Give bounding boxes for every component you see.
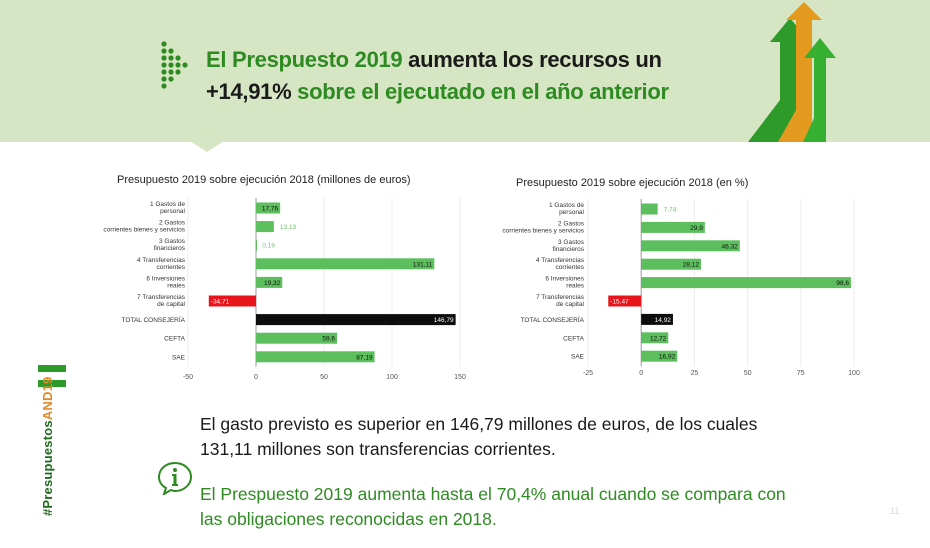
- chart1-value-label: 13,13: [280, 224, 297, 231]
- chart2-value-label: 46,32: [721, 243, 738, 250]
- chart2-category-label: SAE: [571, 354, 585, 361]
- chart2-value-label: 29,9: [690, 225, 703, 232]
- headline: El Prespuesto 2019 aumenta los recursos …: [206, 44, 766, 108]
- chart1-category-label: TOTAL CONSEJERÍA: [122, 315, 186, 324]
- andalusia-flag-icon: [38, 365, 66, 387]
- page-number: 11: [890, 506, 900, 516]
- chart1-value-label: 87,19: [356, 354, 373, 361]
- chart2-category-label: 4 Transferencias corrientes: [536, 257, 585, 271]
- chart2-category-label: 6 Inversiones reales: [545, 276, 584, 290]
- chart2-xtick-label: 50: [744, 370, 752, 377]
- chart1-bar: [256, 314, 456, 326]
- chart2-value-label: -15,47: [610, 299, 629, 306]
- chart1-bar: [208, 295, 256, 307]
- hashtag-main: #Presupuestos: [40, 420, 55, 516]
- chart1-bar: [256, 202, 281, 214]
- chart2-value-label: 12,72: [650, 335, 667, 342]
- chart1-bar: [256, 239, 257, 251]
- growth-arrows-icon: [748, 2, 836, 142]
- headline-part3: +14,91%: [206, 79, 292, 104]
- chart1-value-label: 19,32: [264, 280, 281, 287]
- chart1-value-label: 59,6: [322, 336, 335, 343]
- chart1-category-label: CEFTA: [164, 336, 185, 343]
- highlight-paragraph: El Prespuesto 2019 aumenta hasta el 70,4…: [200, 484, 786, 529]
- chart2-bar: [641, 277, 852, 289]
- chart1-category-label: 2 Gastos corrientes bienes y servicios: [103, 220, 185, 234]
- chart1-value-label: -34,71: [211, 299, 230, 306]
- chart1-category-label: 3 Gastos financieros: [154, 238, 186, 252]
- chart2-value-label: 7,74: [664, 207, 677, 214]
- chart1-bar: [256, 258, 435, 270]
- chart2-value-label: 14,92: [655, 317, 672, 324]
- chart2-category-label: TOTAL CONSEJERÍA: [521, 315, 585, 324]
- chart2-xtick-label: 75: [797, 370, 805, 377]
- chart1-xtick-label: 0: [254, 374, 258, 381]
- headline-part4: sobre el ejecutado en el año anterior: [291, 79, 669, 104]
- chart2-category-label: 7 Transferencias de capital: [536, 294, 585, 308]
- chart1-xtick-label: 100: [386, 374, 398, 381]
- hashtag-suffix: AND19: [40, 376, 55, 421]
- chart2-category-label: 1 Gastos de personal: [549, 202, 585, 216]
- chart1-category-label: 6 Inversiones reales: [146, 275, 185, 289]
- chart1-value-label: 0,19: [262, 243, 275, 250]
- chart2-category-label: 2 Gastos corrientes bienes y servicios: [502, 220, 584, 234]
- chart2-bar: [641, 240, 740, 252]
- chart1-bar: [256, 351, 375, 363]
- chart2-bar: [608, 295, 642, 307]
- chart1-value-label: 146,79: [434, 317, 454, 324]
- chart1-xtick-label: 150: [454, 374, 466, 381]
- chart2-bar: [641, 221, 705, 233]
- summary-paragraph: El gasto previsto es superior en 146,79 …: [200, 414, 758, 459]
- headline-part2: aumenta los recursos un: [402, 47, 662, 72]
- chart2-bar: [641, 313, 673, 325]
- banner-notch: [190, 141, 224, 152]
- headline-part1: El Prespuesto 2019: [206, 47, 403, 72]
- chart1-xtick-label: -50: [183, 374, 193, 381]
- chart2-xtick-label: 100: [848, 370, 860, 377]
- chart2-bar: [641, 332, 669, 344]
- hashtag: #PresupuestosAND19: [40, 377, 55, 516]
- chart2-xtick-label: 25: [691, 370, 699, 377]
- chart1-category-label: 7 Transferencias de capital: [137, 294, 186, 308]
- chart2-bar: [641, 258, 702, 270]
- dotted-arrow-icon: [161, 41, 188, 89]
- chart2-title: Presupuesto 2019 sobre ejecución 2018 (e…: [516, 177, 749, 189]
- chart1-value-label: 17,76: [262, 206, 279, 213]
- chart2-xtick-label: 0: [639, 370, 643, 377]
- chart1-title: Presupuesto 2019 sobre ejecución 2018 (m…: [117, 174, 411, 186]
- chart2-category-label: CEFTA: [563, 335, 584, 342]
- chart2-xtick-label: -25: [583, 370, 593, 377]
- chart1-xtick-label: 50: [320, 374, 328, 381]
- chart2-value-label: 16,92: [659, 354, 676, 361]
- info-icon: [157, 461, 193, 495]
- chart1-category-label: 1 Gastos de personal: [150, 201, 186, 215]
- chart2-bar: [641, 203, 658, 215]
- chart1-category-label: SAE: [172, 354, 186, 361]
- chart2-value-label: 98,6: [836, 280, 849, 287]
- chart1-category-label: 4 Transferencias corrientes: [137, 257, 186, 271]
- chart1-value-label: 131,11: [413, 261, 433, 268]
- chart1-bar: [256, 221, 274, 233]
- chart1-bar: [256, 276, 283, 288]
- chart2-value-label: 28,12: [683, 262, 700, 269]
- chart2-bar: [641, 350, 678, 362]
- chart1-bar: [256, 332, 338, 344]
- chart2-category-label: 3 Gastos financieros: [553, 239, 585, 253]
